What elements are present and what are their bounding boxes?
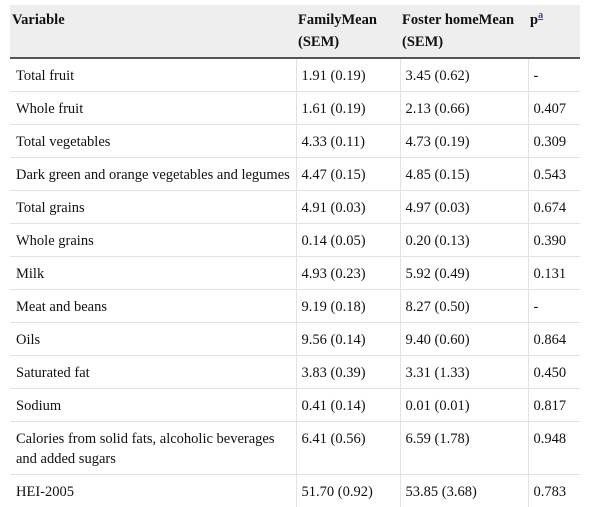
cell-variable: Oils: [10, 323, 296, 356]
cell-variable: Whole fruit: [10, 92, 296, 125]
cell-variable: Saturated fat: [10, 356, 296, 389]
cell-family-mean: 9.19 (0.18): [296, 290, 400, 323]
cell-p-value: 0.309: [528, 125, 580, 158]
cell-p-value: 0.131: [528, 257, 580, 290]
cell-variable: Total grains: [10, 191, 296, 224]
header-foster-mean: Foster homeMean (SEM): [400, 5, 528, 58]
cell-foster-mean: 4.97 (0.03): [400, 191, 528, 224]
cell-variable: Milk: [10, 257, 296, 290]
cell-p-value: 0.543: [528, 158, 580, 191]
cell-variable: HEI-2005: [10, 475, 296, 507]
cell-foster-mean: 8.27 (0.50): [400, 290, 528, 323]
cell-variable: Total vegetables: [10, 125, 296, 158]
cell-p-value: 0.783: [528, 475, 580, 507]
cell-variable: Total fruit: [10, 58, 296, 92]
cell-foster-mean: 3.45 (0.62): [400, 58, 528, 92]
cell-family-mean: 4.93 (0.23): [296, 257, 400, 290]
cell-family-mean: 4.33 (0.11): [296, 125, 400, 158]
header-family-mean: FamilyMean (SEM): [296, 5, 400, 58]
footnote-a-link[interactable]: a: [538, 10, 543, 21]
cell-family-mean: 0.14 (0.05): [296, 224, 400, 257]
cell-foster-mean: 4.85 (0.15): [400, 158, 528, 191]
hei-comparison-table: Variable FamilyMean (SEM) Foster homeMea…: [10, 5, 580, 507]
table-row: Calories from solid fats, alcoholic beve…: [10, 422, 580, 475]
cell-family-mean: 6.41 (0.56): [296, 422, 400, 475]
table-row: Dark green and orange vegetables and leg…: [10, 158, 580, 191]
cell-family-mean: 3.83 (0.39): [296, 356, 400, 389]
cell-foster-mean: 4.73 (0.19): [400, 125, 528, 158]
cell-family-mean: 0.41 (0.14): [296, 389, 400, 422]
cell-variable: Sodium: [10, 389, 296, 422]
cell-p-value: 0.864: [528, 323, 580, 356]
cell-family-mean: 51.70 (0.92): [296, 475, 400, 507]
cell-family-mean: 1.61 (0.19): [296, 92, 400, 125]
cell-family-mean: 4.47 (0.15): [296, 158, 400, 191]
header-variable: Variable: [10, 5, 296, 58]
header-row: Variable FamilyMean (SEM) Foster homeMea…: [10, 5, 580, 58]
header-p-value: pa: [528, 5, 580, 58]
cell-foster-mean: 0.20 (0.13): [400, 224, 528, 257]
cell-variable: Calories from solid fats, alcoholic beve…: [10, 422, 296, 475]
cell-p-value: 0.674: [528, 191, 580, 224]
cell-variable: Whole grains: [10, 224, 296, 257]
cell-foster-mean: 3.31 (1.33): [400, 356, 528, 389]
cell-p-value: 0.948: [528, 422, 580, 475]
cell-p-value: 0.407: [528, 92, 580, 125]
cell-family-mean: 4.91 (0.03): [296, 191, 400, 224]
cell-p-value: 0.817: [528, 389, 580, 422]
cell-foster-mean: 0.01 (0.01): [400, 389, 528, 422]
cell-family-mean: 1.91 (0.19): [296, 58, 400, 92]
header-p-label: p: [530, 12, 538, 28]
cell-foster-mean: 9.40 (0.60): [400, 323, 528, 356]
cell-variable: Meat and beans: [10, 290, 296, 323]
cell-family-mean: 9.56 (0.14): [296, 323, 400, 356]
cell-p-value: 0.390: [528, 224, 580, 257]
cell-p-value: -: [528, 58, 580, 92]
cell-foster-mean: 5.92 (0.49): [400, 257, 528, 290]
cell-p-value: 0.450: [528, 356, 580, 389]
cell-variable: Dark green and orange vegetables and leg…: [10, 158, 296, 191]
cell-foster-mean: 2.13 (0.66): [400, 92, 528, 125]
cell-p-value: -: [528, 290, 580, 323]
cell-foster-mean: 53.85 (3.68): [400, 475, 528, 507]
table-header: Variable FamilyMean (SEM) Foster homeMea…: [10, 5, 580, 58]
cell-foster-mean: 6.59 (1.78): [400, 422, 528, 475]
